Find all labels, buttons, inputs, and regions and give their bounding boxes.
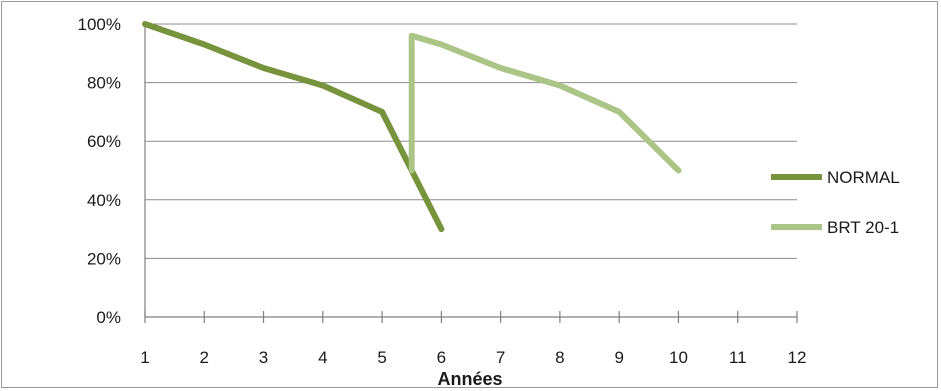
series-layer	[142, 21, 682, 233]
x-tick-label: 10	[669, 348, 688, 367]
x-tick-label: 3	[259, 348, 268, 367]
x-tick-label: 5	[377, 348, 386, 367]
legend: NORMAL BRT 20-1	[771, 168, 900, 237]
y-tick-label: 80%	[87, 74, 121, 93]
x-tick-label: 12	[788, 348, 807, 367]
y-tick-label: 100%	[78, 15, 121, 34]
x-tick-label: 6	[437, 348, 446, 367]
x-tick-label: 8	[555, 348, 564, 367]
axes	[144, 24, 798, 323]
x-tick-label: 1	[140, 348, 149, 367]
x-tick-label: 4	[318, 348, 327, 367]
y-tick-label: 0%	[96, 308, 121, 327]
legend-label: BRT 20-1	[827, 218, 899, 237]
x-tick-label: 7	[496, 348, 505, 367]
y-tick-label: 60%	[87, 132, 121, 151]
x-axis-label: Années	[437, 369, 502, 389]
series-line-2	[408, 32, 682, 174]
x-tick-label: 2	[200, 348, 209, 367]
legend-label: NORMAL	[827, 168, 900, 187]
y-tick-label: 40%	[87, 191, 121, 210]
y-tick-labels: 0% 20% 40% 60% 80% 100%	[78, 15, 121, 327]
x-tick-labels: 1 2 3 4 5 6 7 8 9 10 11 12	[140, 348, 806, 367]
series-line-1	[142, 21, 445, 233]
x-tick-label: 11	[729, 348, 747, 367]
x-tick-label: 9	[614, 348, 623, 367]
gridlines	[145, 23, 797, 259]
y-tick-label: 20%	[87, 249, 121, 268]
